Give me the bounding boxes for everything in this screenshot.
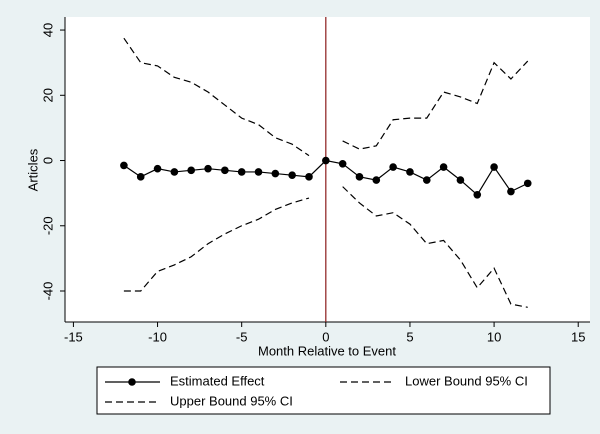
x-tick-label: 0 [322,329,329,344]
point [507,187,515,196]
point [490,163,498,171]
point [204,164,212,173]
legend-marker [128,378,136,386]
point [456,176,465,184]
legend-label: Upper Bound 95% CI [170,393,293,408]
x-tick-label: 5 [406,329,413,344]
y-tick-label: 20 [40,88,55,102]
point [120,161,128,170]
point [473,190,482,199]
point [406,168,414,176]
legend [96,366,551,415]
point [439,163,448,171]
plot-area [65,17,590,322]
point [389,163,397,171]
point [422,176,431,184]
x-tick-label: 15 [571,329,585,344]
point [355,173,364,181]
point [153,164,162,173]
y-tick-label: 0 [40,157,55,164]
point [254,168,263,176]
point [170,168,179,176]
y-tick-label: -20 [40,216,55,235]
series-line [342,60,529,150]
legend-label: Estimated Effect [170,373,265,388]
series-line [342,186,528,308]
point [288,171,296,180]
point [372,176,381,184]
point [221,166,229,175]
series-line [123,197,310,292]
point [187,166,196,175]
x-tick-label: -15 [64,329,83,344]
x-tick-label: -5 [236,329,248,344]
x-axis-label: Month Relative to Event [258,343,396,358]
point [338,159,347,168]
legend-label: Lower Bound 95% CI [405,373,528,388]
y-axis-label: Articles [25,148,40,191]
point [136,173,145,181]
y-tick-label: -40 [40,282,55,301]
point [322,156,330,165]
x-tick-label: 10 [487,329,501,344]
point [523,179,532,188]
x-tick-label: -10 [148,329,167,344]
point [305,173,313,181]
point [271,169,280,178]
y-tick-label: 40 [40,23,55,37]
series-line [123,37,310,157]
point [237,168,246,176]
